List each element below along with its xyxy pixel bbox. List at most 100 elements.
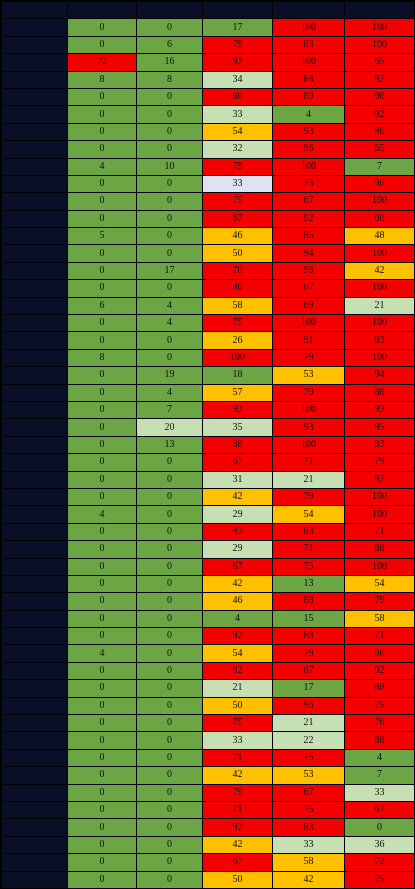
value-cell: 0	[67, 870, 137, 889]
table-row: 0 0 33 4 92	[1, 105, 415, 124]
value-cell: 36	[344, 835, 415, 855]
value-cell: 0	[67, 105, 137, 124]
value-cell: 0	[67, 453, 137, 472]
value-cell: 95	[344, 418, 415, 437]
value-cell: 79	[344, 453, 415, 472]
value-cell: 100	[344, 35, 415, 55]
value-cell: 94	[344, 366, 415, 385]
value-cell: 0	[67, 470, 137, 489]
value-cell: 83	[272, 522, 345, 542]
value-cell: 92	[202, 627, 273, 646]
value-cell: 75	[272, 174, 345, 194]
table-row: 0 0 83 83 71	[1, 522, 415, 542]
row-label-cell	[1, 853, 68, 872]
value-cell: 75	[344, 870, 415, 889]
value-cell: 75	[202, 192, 273, 211]
value-cell: 50	[202, 244, 273, 263]
value-cell: 42	[202, 487, 273, 507]
table-row: 0 0 46 88 79	[1, 592, 415, 611]
value-cell: 42	[202, 835, 273, 855]
row-label-cell	[1, 87, 68, 107]
value-cell: 0	[136, 627, 203, 646]
table-row: 0 0 75 67 100	[1, 192, 415, 211]
value-cell: 100	[344, 557, 415, 576]
value-cell: 88	[272, 70, 345, 89]
value-cell: 0	[136, 714, 203, 733]
value-cell: 33	[344, 783, 415, 802]
value-cell: 35	[202, 418, 273, 437]
value-cell: 8	[67, 70, 137, 89]
value-cell: 75	[272, 557, 345, 576]
row-label-cell	[1, 487, 68, 507]
value-cell: 0	[67, 714, 137, 733]
value-cell: 0	[67, 783, 137, 802]
value-cell: 100	[344, 192, 415, 211]
row-label-cell	[1, 244, 68, 263]
table-row: 0 0 75 21 76	[1, 714, 415, 733]
table-row: 0 0 71 75 67	[1, 800, 415, 820]
value-cell: 71	[344, 522, 415, 542]
row-label-cell	[1, 105, 68, 124]
value-cell: 17	[272, 679, 345, 698]
value-cell: 32	[202, 140, 273, 159]
value-cell: 96	[344, 174, 415, 194]
row-label-cell	[1, 574, 68, 594]
value-cell: 4	[272, 105, 345, 124]
table-row: 4 0 29 54 100	[1, 505, 415, 524]
value-cell: 0	[67, 522, 137, 542]
value-cell: 29	[202, 540, 273, 559]
value-cell: 67	[202, 209, 273, 229]
value-cell: 0	[136, 348, 203, 368]
value-cell: 46	[202, 227, 273, 246]
value-cell: 88	[344, 731, 415, 750]
value-cell: 0	[67, 366, 137, 385]
table-row: 0 17 70 96 42	[1, 261, 415, 281]
value-cell: 0	[136, 574, 203, 594]
value-cell: 17	[202, 18, 273, 37]
value-cell: 100	[344, 487, 415, 507]
value-cell: 96	[272, 696, 345, 716]
row-label-cell	[1, 53, 68, 72]
table-row: 0 0 33 75 96	[1, 174, 415, 194]
value-cell: 0	[136, 748, 203, 768]
row-label-cell	[1, 18, 68, 37]
value-cell: 67	[202, 453, 273, 472]
table-row: 0 0 79 67 33	[1, 783, 415, 802]
value-cell: 88	[344, 383, 415, 402]
value-cell: 0	[136, 140, 203, 159]
table-row: 0 0 80 67 100	[1, 279, 415, 298]
value-cell: 0	[67, 592, 137, 611]
table-row: 0 6 79 83 100	[1, 35, 415, 55]
value-cell: 94	[272, 244, 345, 263]
value-cell: 65	[344, 140, 415, 159]
table-row: 0 0 67 92 90	[1, 209, 415, 229]
row-label-cell	[1, 627, 68, 646]
value-cell: 92	[272, 209, 345, 229]
value-cell: 0	[67, 627, 137, 646]
table-row: 0 0 92 83 0	[1, 818, 415, 837]
value-cell: 0	[136, 644, 203, 663]
value-cell: 83	[272, 35, 345, 55]
value-cell: 21	[344, 296, 415, 316]
value-cell: 0	[136, 453, 203, 472]
value-cell: 91	[272, 331, 345, 350]
value-cell: 0	[136, 174, 203, 194]
value-cell: 0	[136, 592, 203, 611]
value-cell: 0	[67, 661, 137, 681]
value-cell: 71	[272, 540, 345, 559]
value-cell: 72	[344, 853, 415, 872]
value-cell: 88	[272, 592, 345, 611]
value-cell: 100	[344, 348, 415, 368]
row-label-cell	[1, 35, 68, 55]
value-cell: 0	[136, 105, 203, 124]
value-cell: 0	[136, 661, 203, 681]
value-cell: 92	[202, 661, 273, 681]
value-cell: 0	[67, 487, 137, 507]
row-label-cell	[1, 766, 68, 785]
value-cell: 89	[272, 87, 345, 107]
value-cell: 19	[136, 366, 203, 385]
table-row: 0 0 60 89 96	[1, 87, 415, 107]
value-cell: 0	[67, 331, 137, 350]
table-row: 0 13 88 100 83	[1, 435, 415, 455]
value-cell: 17	[136, 261, 203, 281]
